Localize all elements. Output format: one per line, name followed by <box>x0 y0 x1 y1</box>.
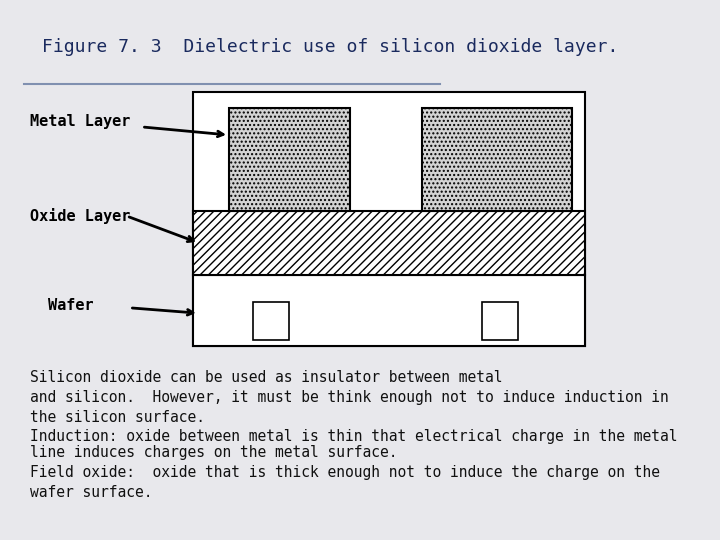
Text: Silicon dioxide can be used as insulator between metal
and silicon.  However, it: Silicon dioxide can be used as insulator… <box>30 370 678 444</box>
Text: Wafer: Wafer <box>48 298 94 313</box>
Text: line induces charges on the metal surface.
Field oxide:  oxide that is thick eno: line induces charges on the metal surfac… <box>30 446 660 500</box>
Bar <box>253 302 289 340</box>
Bar <box>422 108 572 211</box>
Bar <box>193 92 585 346</box>
Text: Metal Layer: Metal Layer <box>30 114 130 129</box>
Bar <box>482 302 518 340</box>
Bar <box>193 211 585 275</box>
Bar <box>193 275 585 346</box>
Text: Oxide Layer: Oxide Layer <box>30 208 130 224</box>
Bar <box>229 108 349 211</box>
Text: Figure 7. 3  Dielectric use of silicon dioxide layer.: Figure 7. 3 Dielectric use of silicon di… <box>42 38 618 56</box>
